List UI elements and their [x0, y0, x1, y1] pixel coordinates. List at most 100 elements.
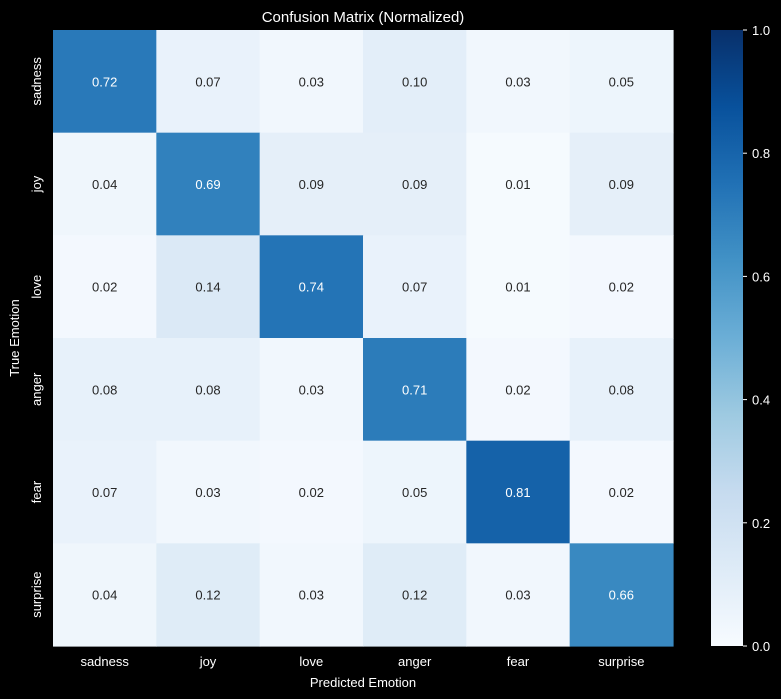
heatmap-cell	[53, 30, 157, 134]
cell-value-label: 0.08	[195, 382, 220, 397]
cell-value-label: 0.71	[402, 382, 427, 397]
heatmap-cell	[466, 440, 571, 544]
cell-value-label: 0.09	[402, 177, 427, 192]
x-tick-label: surprise	[598, 654, 644, 669]
x-tick-label: sadness	[80, 654, 129, 669]
heatmap-cell	[156, 440, 261, 544]
y-axis-label: True Emotion	[7, 299, 22, 377]
heatmap-cell	[156, 30, 261, 134]
cell-value-label: 0.07	[92, 485, 117, 500]
heatmap-cell	[259, 543, 364, 647]
y-tick-label: fear	[29, 480, 44, 503]
x-tick-label: joy	[199, 654, 217, 669]
y-tick-label: surprise	[29, 572, 44, 618]
cell-value-label: 0.66	[609, 588, 634, 603]
x-axis-tick-labels: sadness joy love anger fear surprise	[80, 654, 644, 669]
y-tick-label: sadness	[29, 57, 44, 106]
heatmap-cell	[466, 30, 571, 134]
heatmap-cell	[156, 338, 261, 442]
heatmap-cell	[363, 338, 467, 442]
heatmap-cell	[53, 338, 157, 442]
cell-value-label: 0.81	[505, 485, 530, 500]
cell-value-label: 0.03	[195, 485, 220, 500]
heatmap-cell	[363, 235, 467, 339]
colorbar-tick-label: 0.0	[752, 639, 770, 654]
heatmap-cell-labels: 0.72 0.07 0.03 0.10 0.03 0.05 0.04 0.69 0.09 0.09…	[92, 74, 634, 602]
cell-value-label: 0.74	[299, 280, 324, 295]
cell-value-label: 0.10	[402, 74, 427, 89]
cell-value-label: 0.07	[195, 74, 220, 89]
colorbar-tick-label: 1.0	[752, 23, 770, 38]
cell-value-label: 0.02	[609, 280, 634, 295]
heatmap-cell	[569, 132, 674, 236]
heatmap-cell	[569, 30, 674, 134]
heatmap-cell	[363, 132, 467, 236]
chart-title: Confusion Matrix (Normalized)	[262, 9, 465, 26]
heatmap-cell	[466, 132, 571, 236]
heatmap-cells	[53, 30, 674, 647]
heatmap-cell	[53, 235, 157, 339]
heatmap-cell	[466, 235, 571, 339]
heatmap-cell	[259, 132, 364, 236]
heatmap-cell	[53, 132, 157, 236]
cell-value-label: 0.03	[299, 74, 324, 89]
cell-value-label: 0.69	[195, 177, 220, 192]
heatmap-cell	[156, 543, 261, 647]
cell-value-label: 0.03	[299, 382, 324, 397]
cell-value-label: 0.08	[609, 382, 634, 397]
heatmap-cell	[569, 440, 674, 544]
y-tick-label: joy	[29, 175, 44, 193]
colorbar-tick-labels: 0.0 0.2 0.4 0.6 0.8 1.0	[743, 23, 770, 654]
cell-value-label: 0.04	[92, 588, 117, 603]
x-axis-label: Predicted Emotion	[310, 675, 416, 690]
heatmap-cell	[466, 543, 571, 647]
heatmap-cell	[569, 338, 674, 442]
y-tick-label: love	[29, 275, 44, 299]
cell-value-label: 0.72	[92, 74, 117, 89]
cell-value-label: 0.14	[195, 280, 220, 295]
heatmap-cell	[156, 235, 261, 339]
colorbar-tick-label: 0.4	[752, 393, 770, 408]
cell-value-label: 0.02	[609, 485, 634, 500]
heatmap-cell	[569, 543, 674, 647]
cell-value-label: 0.02	[299, 485, 324, 500]
cell-value-label: 0.08	[92, 382, 117, 397]
heatmap-cell	[569, 235, 674, 339]
cell-value-label: 0.07	[402, 280, 427, 295]
cell-value-label: 0.01	[505, 177, 530, 192]
cell-value-label: 0.12	[402, 588, 427, 603]
x-tick-label: anger	[398, 654, 432, 669]
cell-value-label: 0.02	[505, 382, 530, 397]
heatmap-cell	[156, 132, 261, 236]
cell-value-label: 0.03	[505, 588, 530, 603]
cell-value-label: 0.12	[195, 588, 220, 603]
cell-value-label: 0.05	[402, 485, 427, 500]
heatmap-cell	[363, 543, 467, 647]
colorbar-tick-label: 0.2	[752, 516, 770, 531]
cell-value-label: 0.03	[299, 588, 324, 603]
heatmap-cell	[259, 235, 364, 339]
heatmap-cell	[363, 30, 467, 134]
cell-value-label: 0.02	[92, 280, 117, 295]
colorbar-tick-label: 0.6	[752, 269, 770, 284]
heatmap-cell	[53, 543, 157, 647]
heatmap-cell	[53, 440, 157, 544]
cell-value-label: 0.03	[505, 74, 530, 89]
x-tick-label: love	[299, 654, 323, 669]
y-tick-label: anger	[29, 372, 44, 406]
cell-value-label: 0.04	[92, 177, 117, 192]
cell-value-label: 0.05	[609, 74, 634, 89]
x-tick-label: fear	[507, 654, 530, 669]
heatmap-cell	[363, 440, 467, 544]
heatmap-cell	[259, 440, 364, 544]
heatmap-cell	[259, 338, 364, 442]
heatmap-cell	[466, 338, 571, 442]
heatmap-cell	[259, 30, 364, 134]
cell-value-label: 0.09	[299, 177, 324, 192]
colorbar-tick-label: 0.8	[752, 146, 770, 161]
colorbar	[711, 30, 743, 646]
cell-value-label: 0.09	[609, 177, 634, 192]
y-axis-tick-labels: sadness joy love anger fear surprise	[29, 57, 44, 618]
cell-value-label: 0.01	[505, 280, 530, 295]
